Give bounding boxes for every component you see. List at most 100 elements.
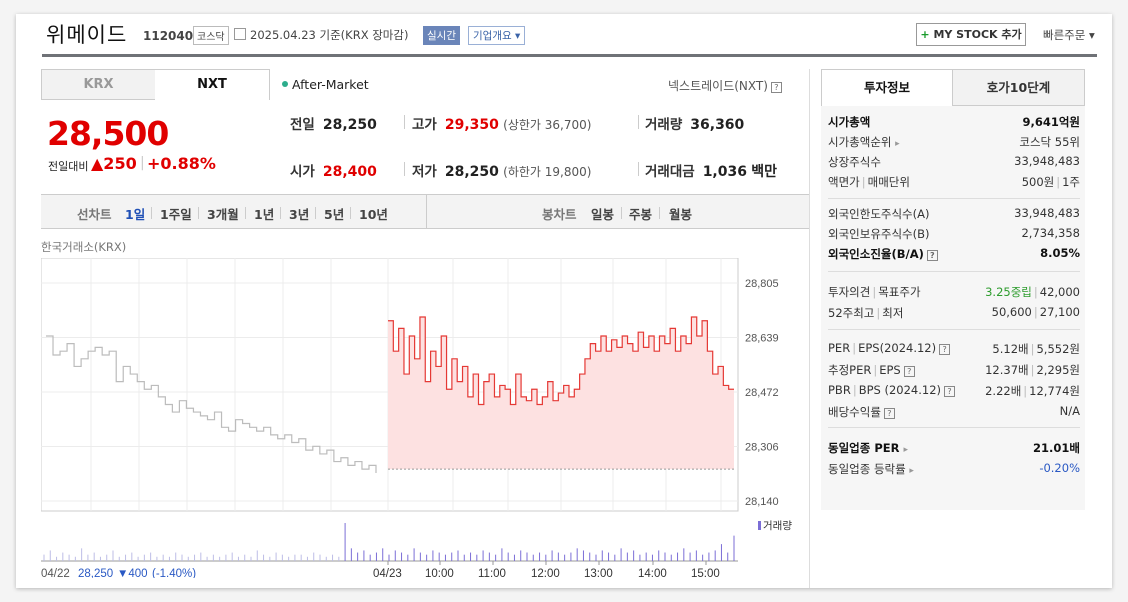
period-selector: 선차트 1일 1주일 3개월 1년 3년 5년 10년 봉차트 일봉 주봉 월봉 [41, 194, 809, 229]
stock-title: 위메이드 [46, 23, 128, 47]
quote-divider [638, 115, 639, 129]
header-divider [42, 54, 1097, 57]
quote-open: 시가 28,400 [290, 164, 377, 180]
info-row-industry-rate: 동일업종 등락률 ▸ -0.20% [828, 461, 1080, 476]
footer-percent: (-1.40%) [152, 568, 196, 578]
volume-legend: 거래량 [763, 520, 792, 532]
period-3m[interactable]: 3개월 [207, 207, 239, 222]
info-row-mcap: 시가총액 9,641억원 [828, 115, 1080, 129]
info-row-pbr: PBR | BPS (2024.12)? 2.22배 | 12,774원 [828, 383, 1080, 398]
info-row-foreign-hold: 외국인보유주식수(B) 2,734,358 [828, 226, 1080, 241]
period-5y[interactable]: 5년 [324, 207, 345, 222]
volume-legend-swatch [758, 521, 761, 530]
footer-date: 04/22 [41, 568, 70, 578]
tab-order-book[interactable]: 호가10단계 [952, 69, 1085, 106]
intraday-chart: 28,805 28,639 28,472 28,306 28,140 거래량 04/23 10… [40, 257, 809, 580]
info-separator [828, 329, 1080, 330]
candle-weekly[interactable]: 주봉 [629, 207, 653, 222]
quote-divider [638, 162, 639, 176]
info-row-foreign-limit: 외국인한도주식수(A) 33,948,483 [828, 206, 1080, 221]
help-icon[interactable]: ? [883, 408, 895, 419]
investment-info: 시가총액 9,641억원 시가총액순위 ▸ 코스닥 55위 상장주식수 33,948,… [821, 106, 1085, 510]
info-row-52w: 52주최고 | 최저 50,600 | 27,100 [828, 305, 1080, 320]
plus-icon: + [920, 28, 930, 41]
info-row-est-per: 추정PER | EPS? 12.37배 | 2,295원 [828, 363, 1080, 377]
x-tick-label: 11:00 [478, 568, 506, 578]
price-change: ▲250 [91, 154, 137, 173]
market-tabs: KRX NXT [41, 69, 270, 100]
nextrade-label: 넥스트레이드(NXT)? [668, 77, 782, 94]
add-my-stock-button[interactable]: + MY STOCK 추가 [916, 23, 1026, 46]
candle-chart-heading: 봉차트 [542, 207, 577, 222]
line-chart-heading: 선차트 [77, 207, 112, 222]
y-tick-label: 28,639 [745, 333, 779, 345]
period-1w[interactable]: 1주일 [160, 207, 192, 222]
quote-prev: 전일 28,250 [290, 117, 377, 133]
info-separator [828, 271, 1080, 272]
stock-card: 위메이드 112040 코스닥 2025.04.23 기준(KRX 장마감) 실… [16, 14, 1112, 588]
quote-volume: 거래량 36,360 [645, 117, 745, 133]
x-tick-label: 12:00 [531, 568, 560, 578]
y-tick-label: 28,472 [745, 387, 779, 399]
caret-right-icon: ▸ [895, 139, 900, 149]
calendar-icon [234, 28, 246, 40]
after-market-label: After-Market [282, 77, 369, 92]
caret-right-icon: ▸ [909, 466, 914, 476]
info-row-industry-per: 동일업종 PER ▸ 21.01배 [828, 441, 1080, 455]
chart-source: 한국거래소(KRX) [41, 240, 127, 254]
quote-date: 2025.04.23 기준(KRX 장마감) [250, 28, 409, 42]
info-row-mcap-rank: 시가총액순위 ▸ 코스닥 55위 [828, 135, 1080, 149]
y-tick-label: 28,306 [745, 442, 779, 454]
y-tick-label: 28,140 [745, 496, 779, 508]
help-icon[interactable]: ? [939, 344, 951, 355]
info-row-foreign-ratio: 외국인소진율(B/A)? 8.05% [828, 246, 1080, 261]
stock-header: 위메이드 112040 코스닥 2025.04.23 기준(KRX 장마감) 실… [16, 14, 1112, 56]
right-tabs: 투자정보 호가10단계 [821, 69, 1085, 106]
prev-day-line [46, 335, 377, 473]
panel-divider [809, 69, 810, 588]
info-separator [828, 198, 1080, 199]
x-tick-label: 04/23 [373, 568, 402, 578]
help-icon[interactable]: ? [926, 250, 938, 261]
market-badge: 코스닥 [193, 26, 229, 45]
period-10y[interactable]: 10년 [359, 207, 388, 222]
stock-code: 112040 [143, 29, 194, 43]
period-divider [426, 195, 427, 228]
caret-right-icon: ▸ [903, 445, 909, 455]
period-1d[interactable]: 1일 [125, 207, 146, 222]
y-tick-label: 28,805 [745, 278, 779, 290]
info-row-shares: 상장주식수 33,948,483 [828, 154, 1080, 169]
footer-change: ▼400 [117, 568, 148, 578]
realtime-button[interactable]: 실시간 [423, 26, 460, 45]
x-tick-label: 13:00 [584, 568, 613, 578]
info-row-opinion: 투자의견 | 목표주가 3.25중립 | 42,000 [828, 285, 1080, 299]
candle-daily[interactable]: 일봉 [591, 207, 615, 222]
quote-low: 저가 28,250 (하한가 19,800) [412, 164, 592, 180]
current-price: 28,500 [47, 114, 169, 153]
quote-divider [404, 115, 405, 129]
help-icon[interactable]: ? [770, 82, 782, 93]
info-separator [828, 427, 1080, 428]
x-tick-label: 14:00 [638, 568, 667, 578]
tab-investment-info[interactable]: 투자정보 [821, 69, 953, 106]
info-row-dividend: 배당수익률? N/A [828, 404, 1080, 419]
x-tick-label: 15:00 [691, 568, 720, 578]
tab-nxt[interactable]: NXT [155, 69, 270, 100]
period-1y[interactable]: 1년 [254, 207, 275, 222]
info-row-per: PER | EPS(2024.12)? 5.12배 | 5,552원 [828, 341, 1080, 356]
quick-order-dropdown[interactable]: 빠른주문 ▾ [1043, 28, 1095, 42]
quote-amount: 거래대금 1,036 백만 [645, 164, 778, 180]
price-change-percent: +0.88% [147, 154, 216, 173]
tab-krx[interactable]: KRX [41, 69, 156, 100]
help-icon[interactable]: ? [903, 366, 915, 377]
chart-svg: 28,805 28,639 28,472 28,306 28,140 거래량 04/23 10… [40, 257, 792, 580]
help-icon[interactable]: ? [944, 386, 956, 397]
candle-monthly[interactable]: 월봉 [669, 207, 693, 222]
today-line [388, 316, 734, 406]
footer-price: 28,250 [78, 568, 113, 578]
x-tick-label: 10:00 [425, 568, 454, 578]
quote-divider [404, 162, 405, 176]
period-3y[interactable]: 3년 [289, 207, 310, 222]
info-row-par: 액면가 | 매매단위 500원 | 1주 [828, 175, 1080, 189]
company-overview-dropdown[interactable]: 기업개요 ▾ [468, 26, 526, 45]
